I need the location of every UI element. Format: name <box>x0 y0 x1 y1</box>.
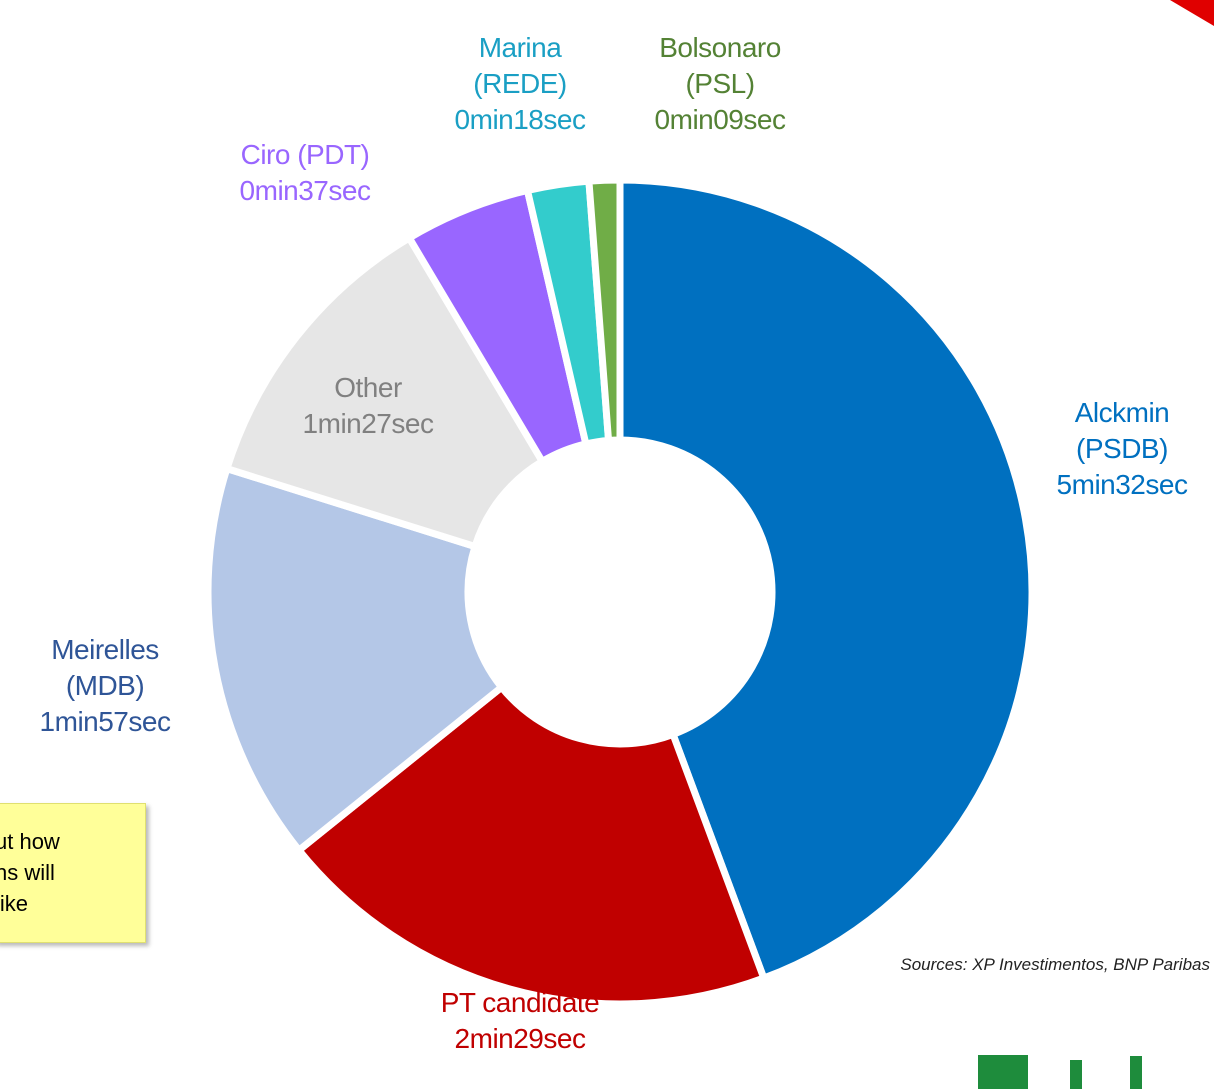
value-label: 5min32sec <box>1057 467 1188 503</box>
slice-label: Ciro (PDT) <box>241 137 370 173</box>
slice-label: Marina (REDE) <box>473 30 566 102</box>
slice-label: PT candidate <box>441 985 600 1021</box>
value-label: 1min57sec <box>40 704 171 740</box>
logo-fragment <box>978 1055 1028 1089</box>
corner-mark <box>1170 0 1214 26</box>
slice-label: Meirelles (MDB) <box>51 632 159 704</box>
source-note: Sources: XP Investimentos, BNP Paribas <box>900 955 1210 975</box>
value-label: 0min09sec <box>655 102 786 138</box>
slice-label: Bolsonaro (PSL) <box>659 30 781 102</box>
page: ut how ns will like Sources: XP Investim… <box>0 0 1214 1089</box>
value-label: 1min27sec <box>303 406 434 442</box>
value-label: 0min37sec <box>240 173 371 209</box>
value-label: 0min18sec <box>455 102 586 138</box>
slice-label: Alckmin (PSDB) <box>1075 395 1170 467</box>
logo-fragment <box>1130 1056 1142 1089</box>
value-label: 2min29sec <box>455 1021 586 1057</box>
slice-label: Other <box>334 370 402 406</box>
logo-fragment <box>1070 1060 1082 1089</box>
chart <box>0 0 1214 1089</box>
